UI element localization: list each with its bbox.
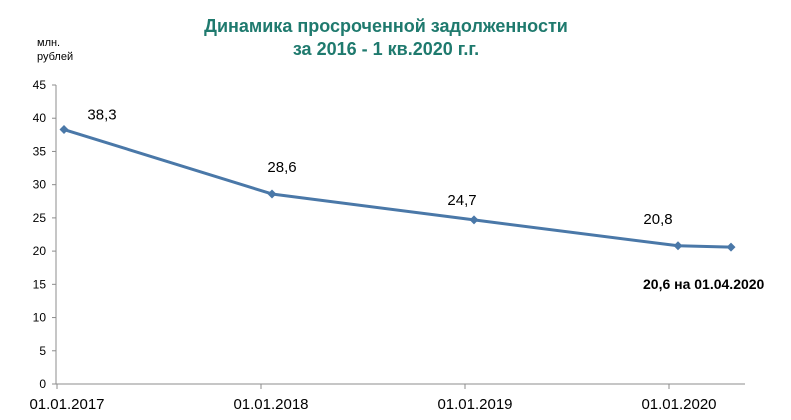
y-unit-label-line-2: рублей xyxy=(37,51,73,63)
x-tick-label: 01.01.2017 xyxy=(29,396,104,413)
data-labels: 38,3 28,6 24,7 20,8 xyxy=(87,107,672,228)
y-tick-label: 25 xyxy=(33,211,47,225)
y-tick-label: 30 xyxy=(33,178,47,192)
axes xyxy=(55,85,745,385)
series-line xyxy=(63,128,732,249)
x-tick-label: 01.01.2019 xyxy=(437,396,512,413)
chart-title-line-1: Динамика просроченной задолженности xyxy=(204,16,568,36)
data-point-marker xyxy=(267,189,277,199)
chart-title-line-2: за 2016 - 1 кв.2020 г.г. xyxy=(293,39,479,59)
data-point-marker xyxy=(726,242,736,252)
series xyxy=(59,125,736,252)
data-point-marker xyxy=(469,215,479,225)
y-ticks: 0 5 10 15 20 25 30 35 40 45 xyxy=(33,78,56,391)
y-tick-label: 45 xyxy=(33,78,47,92)
data-label: 24,7 xyxy=(447,192,476,209)
x-ticks: 01.01.2017 01.01.2018 01.01.2019 01.01.2020 xyxy=(29,384,717,413)
data-point-marker xyxy=(59,125,69,135)
y-tick-label: 5 xyxy=(39,344,46,358)
x-tick-label: 01.01.2020 xyxy=(641,396,716,413)
data-label: 20,8 xyxy=(643,211,672,228)
y-tick-label: 35 xyxy=(33,144,47,158)
y-tick-label: 0 xyxy=(39,377,46,391)
data-label: 38,3 xyxy=(87,107,116,124)
data-label: 28,6 xyxy=(267,159,296,176)
y-tick-label: 10 xyxy=(33,311,47,325)
data-point-marker xyxy=(673,241,683,251)
y-unit-label-line-1: млн. xyxy=(37,37,60,49)
y-tick-label: 40 xyxy=(33,111,47,125)
x-tick-label: 01.01.2018 xyxy=(233,396,308,413)
y-tick-label: 15 xyxy=(33,277,47,291)
annotation-latest-value: 20,6 на 01.04.2020 xyxy=(643,276,765,292)
y-tick-label: 20 xyxy=(33,244,47,258)
